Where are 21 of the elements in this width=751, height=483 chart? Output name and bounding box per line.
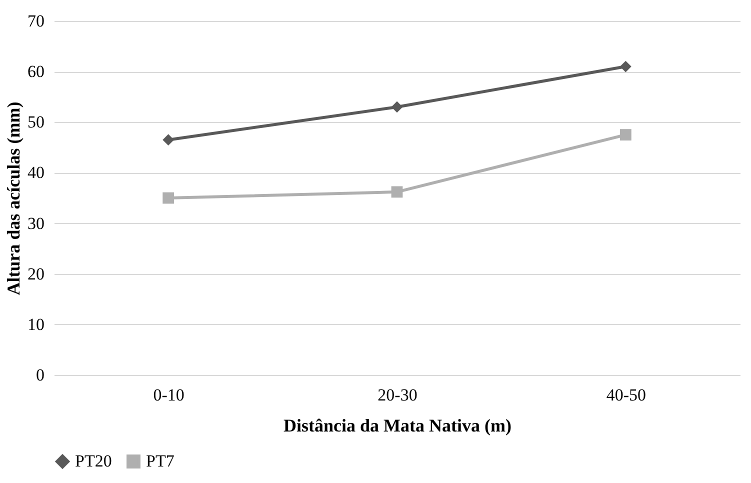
point <box>620 60 632 72</box>
x-tick-label: 20-30 <box>378 386 418 404</box>
y-axis-title: Altura das acículas (mm) <box>4 102 24 296</box>
y-tick-label: 60 <box>28 62 44 82</box>
legend-label: PT7 <box>146 452 175 471</box>
y-tick-label: 20 <box>28 264 44 284</box>
y-tick-label: 0 <box>36 366 44 384</box>
point <box>620 129 632 140</box>
y-tick-label: 30 <box>28 214 44 233</box>
y-tick-label: 10 <box>28 314 44 334</box>
x-tick-label: 0-10 <box>153 386 184 404</box>
point <box>162 134 174 146</box>
x-tick-label: 40-50 <box>606 386 646 404</box>
x-axis-title: Distância da Mata Nativa (m) <box>284 416 512 436</box>
point <box>391 101 403 113</box>
y-tick-label: 40 <box>28 163 44 182</box>
y-tick-label: 50 <box>28 112 44 132</box>
legend-label: PT20 <box>75 452 112 471</box>
y-tick-label: 70 <box>28 12 44 30</box>
point <box>391 186 403 198</box>
point <box>162 192 174 204</box>
